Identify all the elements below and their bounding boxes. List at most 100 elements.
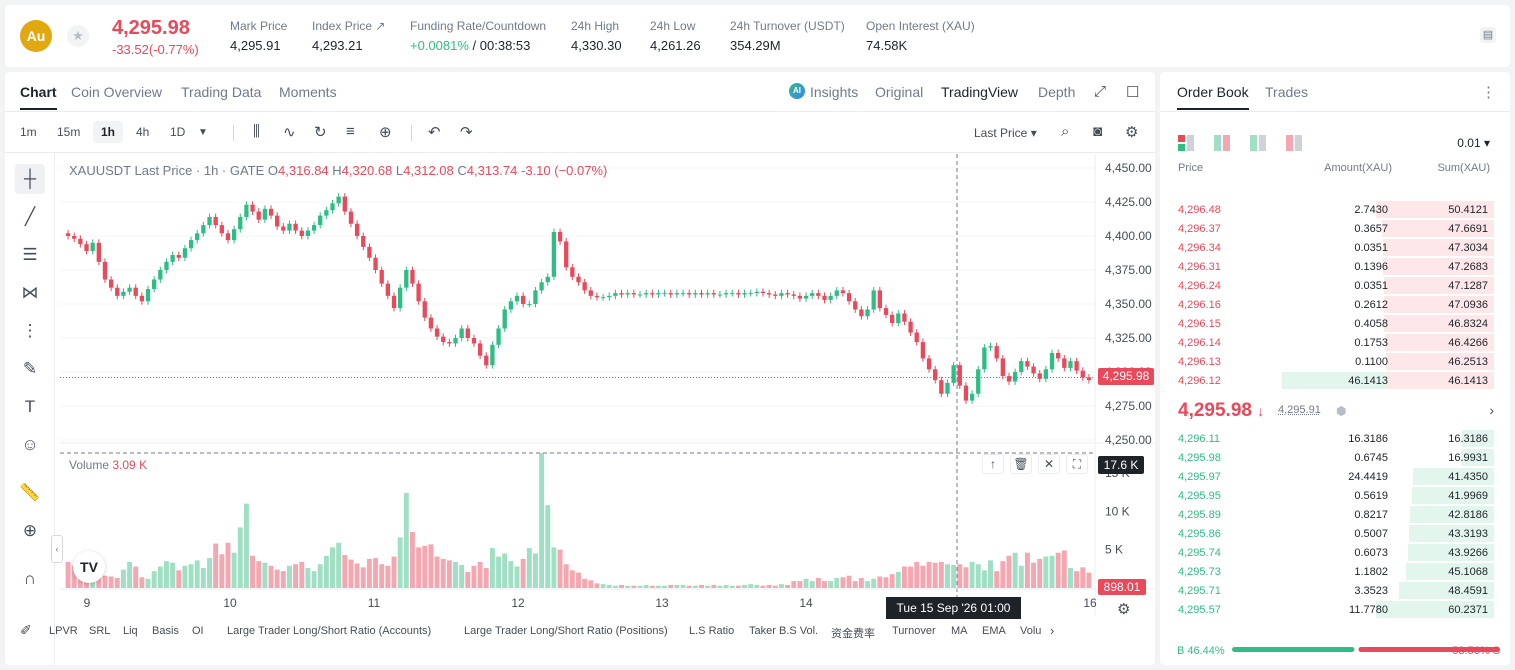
chart-settings-icon[interactable]: ⚙ [1117,601,1131,618]
collapse-pane-icon[interactable]: ✕ [1038,454,1060,474]
bid-row[interactable]: 4,295.57 11.7780 60.2371 [1160,600,1510,619]
volume-bar [287,565,292,588]
ask-row[interactable]: 4,296.12 46.1413 46.1413 [1160,371,1510,390]
tab-order-book[interactable]: Order Book [1177,84,1249,110]
indicator-taker-vol[interactable]: Taker B.S Vol. [749,625,819,637]
stat-index-price[interactable]: Index Price ↗ 4,293.21 [312,19,386,53]
interval-dropdown-icon[interactable]: ▼ [198,127,208,138]
view-insights[interactable]: Insights [810,84,859,100]
indicator-basis[interactable]: Basis [152,625,179,637]
camera-icon[interactable]: ◙ [1093,123,1103,140]
brush-icon[interactable]: ✎ [22,359,38,378]
bid-row[interactable]: 4,295.97 24.4419 41.4350 [1160,467,1510,486]
undo-icon[interactable]: ↶ [428,124,441,141]
ask-row[interactable]: 4,296.31 0.1396 47.2683 [1160,257,1510,276]
indicator-ema[interactable]: EMA [982,625,1006,637]
view-both-icon[interactable] [1178,135,1195,151]
add-alert-icon[interactable]: ⊕ [379,124,392,141]
chevron-right-icon[interactable]: › [1489,402,1494,418]
emoji-icon[interactable]: ☺ [21,435,39,454]
bid-row[interactable]: 4,296.11 16.3186 16.3186 [1160,429,1510,448]
volume-bar [336,542,342,588]
indicator-funding-rate[interactable]: 资金费率 [831,628,875,640]
interval-1m[interactable]: 1m [20,125,37,139]
view-tradingview[interactable]: TradingView [941,84,1019,100]
move-up-icon[interactable]: ↑ [982,454,1004,474]
ask-row[interactable]: 4,296.34 0.0351 47.3034 [1160,238,1510,257]
volume-max-tag: 17.6 K [1098,456,1144,474]
ask-row[interactable]: 4,296.14 0.1753 46.4266 [1160,333,1510,352]
indicator-volume[interactable]: Volu [1020,625,1042,637]
expand-icon[interactable]: ⤢ [1094,83,1107,100]
indicator-lpvr[interactable]: LPVR [49,625,78,637]
bid-row[interactable]: 4,295.71 3.3523 48.4591 [1160,581,1510,600]
price-chart[interactable]: 4,450.00 4,425.00 4,400.00 4,375.00 4,350.00… [60,154,1155,616]
bid-row[interactable]: 4,295.98 0.6745 16.9931 [1160,448,1510,467]
delete-icon[interactable]: 🗑 [1010,454,1032,474]
replay-icon[interactable]: ↻ [314,124,327,141]
view-bids-icon[interactable] [1214,135,1231,151]
tab-chart[interactable]: Chart [20,84,57,110]
indicator-liq[interactable]: Liq [123,625,138,637]
indicator-ls-ratio[interactable]: L.S Ratio [689,625,735,637]
ask-row[interactable]: 4,296.16 0.2612 47.0936 [1160,295,1510,314]
ask-row[interactable]: 4,296.13 0.1100 46.2513 [1160,352,1510,371]
trend-line-icon[interactable]: ╱ [24,207,36,226]
precision-select[interactable]: 0.01 ▾ [1457,136,1490,150]
view-asks-icon[interactable] [1286,135,1303,151]
bid-price: 4,295.71 [1178,585,1221,597]
maximize-pane-icon[interactable]: ⛶ [1066,454,1088,474]
interval-4h[interactable]: 4h [136,125,150,139]
magnet-icon[interactable]: ∩ [23,569,37,588]
more-menu-icon[interactable]: ⋮ [1481,84,1496,101]
view-depth[interactable]: Depth [1038,84,1076,100]
pattern-icon[interactable]: ⋈ [21,283,39,302]
candle-type-icon[interactable]: ⫼ [253,123,260,140]
ask-row[interactable]: 4,296.24 0.0351 47.1287 [1160,276,1510,295]
fib-lines-icon[interactable]: ☰ [22,245,38,264]
volume-bar [366,558,372,588]
window-icon[interactable]: ☐ [1126,84,1140,101]
ask-row[interactable]: 4,296.37 0.3657 47.6691 [1160,219,1510,238]
view-original[interactable]: Original [875,84,924,100]
favorite-star-icon[interactable]: ★ [67,25,89,47]
bid-row[interactable]: 4,295.89 0.8217 42.8186 [1160,505,1510,524]
bid-row[interactable]: 4,295.73 1.1802 45.1068 [1160,562,1510,581]
indicator-srl[interactable]: SRL [89,625,111,637]
projection-icon[interactable]: ⋮ [21,321,39,340]
indicator-large-trader-positions[interactable]: Large Trader Long/Short Ratio (Positions… [464,625,668,637]
redo-icon[interactable]: ↷ [460,124,473,141]
tab-moments[interactable]: Moments [279,84,337,100]
ask-price: 4,296.16 [1178,299,1221,311]
indicator-ma[interactable]: MA [951,625,968,637]
indicator-large-trader-accounts[interactable]: Large Trader Long/Short Ratio (Accounts) [227,625,432,637]
book-icon[interactable]: ▤ [1480,27,1496,43]
ask-row[interactable]: 4,296.15 0.4058 46.8324 [1160,314,1510,333]
interval-1h[interactable]: 1h [93,121,124,143]
templates-icon[interactable]: ≡ [346,123,355,140]
collapse-toolbar-icon[interactable]: ‹ [51,535,63,563]
indicator-oi[interactable]: OI [192,625,204,637]
ask-row[interactable]: 4,296.48 2.7430 50.4121 [1160,200,1510,219]
settings-gear-icon[interactable]: ⚙ [1125,124,1139,141]
scroll-right-icon[interactable]: › [1050,623,1055,638]
bid-row[interactable]: 4,295.74 0.6073 43.9266 [1160,543,1510,562]
interval-15m[interactable]: 15m [57,125,81,139]
bid-row[interactable]: 4,295.86 0.5007 43.3193 [1160,524,1510,543]
interval-1d[interactable]: 1D [170,125,186,139]
tradingview-logo[interactable]: TV [73,551,105,583]
tab-coin-overview[interactable]: Coin Overview [71,84,163,100]
search-icon[interactable]: ⌕ [1061,123,1070,140]
view-green-icon[interactable] [1250,135,1267,151]
crosshair-icon[interactable]: ┼ [15,164,45,194]
ruler-icon[interactable]: 📏 [19,483,41,502]
price-type-select[interactable]: Last Price ▾ [974,126,1037,140]
pencil-icon[interactable]: ✐ [20,622,32,638]
tab-trades[interactable]: Trades [1265,84,1309,100]
bid-row[interactable]: 4,295.95 0.5619 41.9969 [1160,486,1510,505]
indicator-turnover[interactable]: Turnover [892,625,936,637]
text-tool-icon[interactable]: T [24,397,36,416]
zoom-in-icon[interactable]: ⊕ [22,521,38,540]
indicators-icon[interactable]: ∿ [283,124,296,141]
tab-trading-data[interactable]: Trading Data [181,84,262,100]
